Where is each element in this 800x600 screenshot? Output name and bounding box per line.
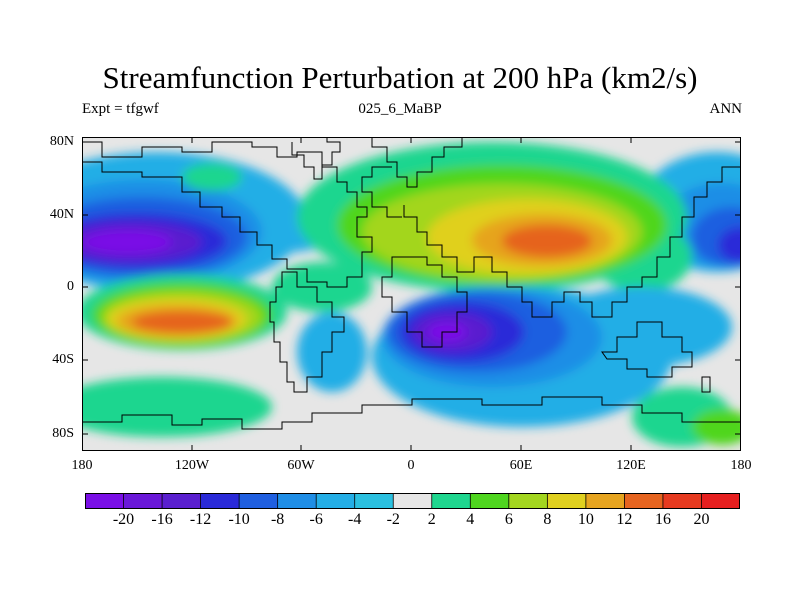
colorbar-label: 16 (654, 511, 671, 528)
lat-tick-label: 80N (49, 134, 74, 149)
lon-tick-label: 180 (730, 458, 752, 473)
colorbar-label: -6 (309, 511, 323, 528)
colorbar-label: 10 (577, 511, 594, 528)
lat-tick-label: 0 (67, 279, 74, 294)
colorbar-label: -2 (386, 511, 400, 528)
colorbar-swatch (239, 493, 279, 509)
contour-fields (82, 142, 741, 447)
colorbar-label: 8 (543, 511, 552, 528)
colorbar-label: 6 (504, 511, 513, 528)
map-tick-marks (82, 137, 741, 451)
colorbar-swatch (701, 493, 740, 509)
colorbar-label: -20 (112, 511, 135, 528)
colorbar-label: 20 (693, 511, 710, 528)
colorbar-swatch (470, 493, 510, 509)
colorbar-swatch (585, 493, 625, 509)
lon-tick-label: 120E (616, 458, 646, 473)
chart-title: Streamfunction Perturbation at 200 hPa (… (102, 60, 698, 95)
streamfunction-map (82, 137, 741, 451)
colorbar-swatch (277, 493, 317, 509)
period-label: 025_6_MaBP (358, 101, 442, 117)
lat-tick-label: 40N (49, 207, 74, 222)
season-label: ANN (709, 101, 743, 117)
colorbar-swatch (508, 493, 548, 509)
lon-tick-label: 120W (174, 458, 210, 473)
colorbar-label: 12 (616, 511, 633, 528)
colorbar-swatch (354, 493, 394, 509)
lat-tick-label: 80S (52, 426, 74, 441)
colorbar-swatch (431, 493, 471, 509)
coastlines (82, 137, 741, 430)
colorbar-label: -16 (151, 511, 173, 528)
colorbar-label: -12 (189, 511, 212, 528)
experiment-label: Expt = tfgwf (82, 101, 159, 117)
colorbar-swatch (393, 493, 433, 509)
lon-tick-label: 60W (287, 458, 315, 473)
colorbar-swatch (316, 493, 356, 509)
colorbar (85, 493, 740, 509)
colorbar-label: 2 (427, 511, 436, 528)
colorbar-label: 4 (466, 511, 475, 528)
colorbar-swatch (123, 493, 163, 509)
colorbar-label: -10 (228, 511, 250, 528)
lat-tick-label: 40S (52, 352, 74, 367)
colorbar-swatch (85, 493, 125, 509)
colorbar-swatch (200, 493, 240, 509)
colorbar-label: -4 (348, 511, 362, 528)
colorbar-swatch (162, 493, 202, 509)
colorbar-frame (85, 493, 740, 509)
colorbar-label: -8 (270, 511, 285, 528)
colorbar-swatch (662, 493, 702, 509)
colorbar-swatch (624, 493, 664, 509)
lon-tick-label: 0 (407, 458, 415, 473)
lon-tick-label: 180 (71, 458, 93, 473)
colorbar-swatch (547, 493, 587, 509)
lon-tick-label: 60E (509, 458, 533, 473)
